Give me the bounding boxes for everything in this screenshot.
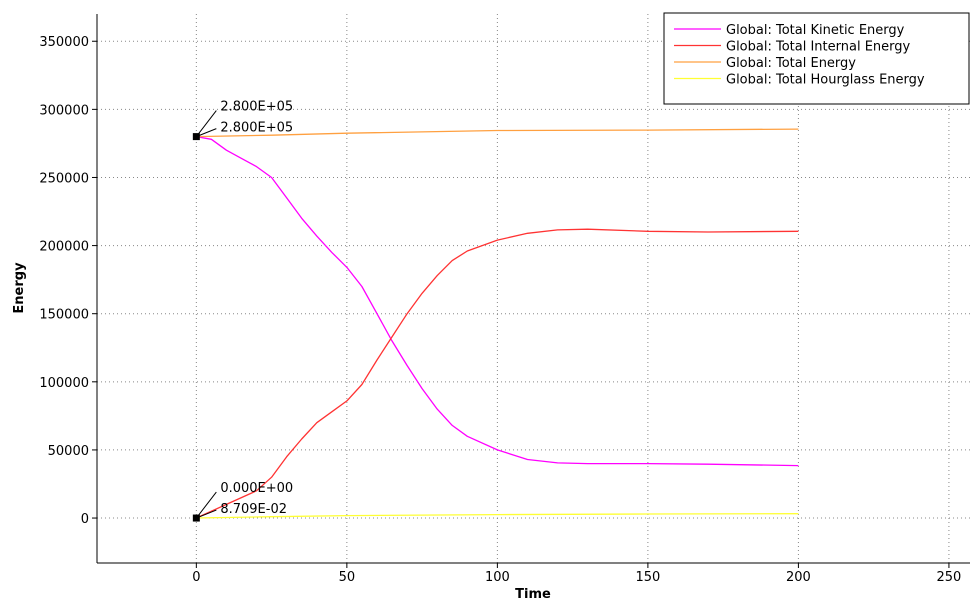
x-tick-label: 200 xyxy=(786,570,811,585)
x-tick-label: 50 xyxy=(339,570,356,585)
annotations: 2.800E+05 2.800E+05 0.000E+00 8.709E-02 xyxy=(192,100,293,522)
y-tick-label: 150000 xyxy=(39,308,89,323)
y-tick-label: 50000 xyxy=(48,444,89,459)
legend-entry: Global: Total Internal Energy xyxy=(726,40,911,55)
x-tick-label: 0 xyxy=(192,570,200,585)
y-tick-label: 250000 xyxy=(39,171,89,186)
y-tick-label: 300000 xyxy=(39,103,89,118)
x-axis-title: Time xyxy=(515,587,551,602)
annotation-label: 2.800E+05 xyxy=(220,100,293,115)
x-tick-label: 150 xyxy=(635,570,660,585)
y-tick-label: 100000 xyxy=(39,376,89,391)
annotation-label: 2.800E+05 xyxy=(220,121,293,136)
series-line-global-total-hourglass-energy xyxy=(196,513,799,519)
axes: 0 50 100 150 200 250 0 50000 100000 150000 200000 2… xyxy=(39,14,970,585)
y-tick-label: 0 xyxy=(81,512,89,527)
legend-entry: Global: Total Kinetic Energy xyxy=(726,23,905,38)
series-lines xyxy=(196,128,799,519)
annotation-leader xyxy=(196,128,217,138)
legend-box xyxy=(663,12,970,105)
series-line-global-total-kinetic-energy xyxy=(196,135,799,467)
legend-entry: Global: Total Energy xyxy=(726,56,856,71)
annotation-leader xyxy=(195,491,217,519)
y-tick-label: 200000 xyxy=(39,240,89,255)
annotation-label: 8.709E-02 xyxy=(220,502,287,517)
annotation-label: 0.000E+00 xyxy=(220,481,293,496)
x-tick-label: 100 xyxy=(485,570,510,585)
grid xyxy=(97,14,970,563)
series-line-global-total-internal-energy xyxy=(196,228,799,519)
y-tick-label: 350000 xyxy=(39,35,89,50)
annotation-leader xyxy=(195,110,217,137)
series-line-global-total-energy xyxy=(196,128,799,138)
x-tick-label: 250 xyxy=(937,570,962,585)
annotation-leader xyxy=(196,509,217,519)
legend: Global: Total Kinetic Energy Global: Tota… xyxy=(663,12,970,105)
legend-entry: Global: Total Hourglass Energy xyxy=(726,73,925,88)
y-axis-title: Energy xyxy=(12,262,27,314)
